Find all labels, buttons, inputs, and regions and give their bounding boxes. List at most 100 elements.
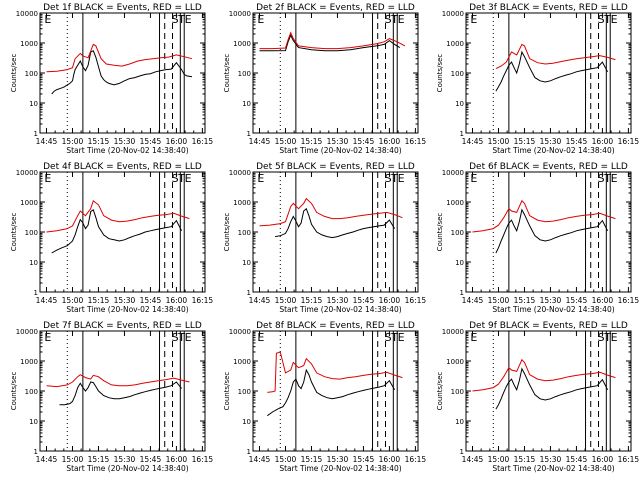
panel-title: Det 9f BLACK = Events, RED = LLD bbox=[469, 321, 628, 331]
x-axis-label: Start Time (20-Nov-02 14:38:40) bbox=[492, 305, 614, 314]
y-tick-label: 10000 bbox=[16, 169, 38, 177]
lld-series-line bbox=[259, 31, 406, 50]
x-tick-label: 15:30 bbox=[327, 296, 349, 305]
phase-marker: E bbox=[611, 13, 618, 26]
y-axis-label: Counts/sec bbox=[436, 54, 444, 93]
x-tick-label: 15:00 bbox=[488, 296, 510, 305]
phase-marker: T bbox=[177, 13, 185, 26]
phase-marker: E bbox=[470, 13, 477, 26]
x-tick-label: 15:00 bbox=[275, 296, 297, 305]
x-tick-label: 16:00 bbox=[166, 137, 188, 146]
y-tick-label: 100 bbox=[25, 229, 38, 237]
phase-marker: E bbox=[185, 172, 192, 185]
lld-series-line bbox=[46, 199, 190, 233]
x-tick-label: 15:15 bbox=[514, 137, 536, 146]
y-tick-label: 10000 bbox=[442, 169, 464, 177]
y-tick-label: 10000 bbox=[442, 10, 464, 18]
phase-marker: E bbox=[398, 172, 405, 185]
x-axis-label: Start Time (20-Nov-02 14:38:40) bbox=[279, 305, 401, 314]
x-tick-label: 15:45 bbox=[353, 455, 375, 464]
y-axis-label: Counts/sec bbox=[10, 54, 18, 93]
y-tick-label: 1 bbox=[247, 289, 251, 297]
x-tick-label: 16:15 bbox=[192, 137, 214, 146]
phase-marker: S bbox=[385, 13, 392, 26]
y-tick-label: 1 bbox=[460, 448, 464, 456]
panel-9: Det 9f BLACK = Events, RED = LLD 1 10 100 10… bbox=[436, 321, 639, 473]
x-tick-label: 15:15 bbox=[88, 296, 110, 305]
y-tick-label: 1000 bbox=[233, 40, 251, 48]
events-series-line bbox=[259, 34, 401, 52]
phase-marker: S bbox=[598, 331, 605, 344]
phase-marker: T bbox=[603, 13, 611, 26]
x-tick-label: 16:00 bbox=[166, 296, 188, 305]
x-tick-label: 14:45 bbox=[249, 137, 271, 146]
phase-marker: E bbox=[44, 13, 51, 26]
phase-marker: T bbox=[390, 331, 398, 344]
lld-series-line bbox=[46, 374, 190, 388]
y-axis-label: Counts/sec bbox=[223, 213, 231, 252]
y-tick-label: 1000 bbox=[20, 199, 38, 207]
y-tick-label: 1000 bbox=[233, 199, 251, 207]
x-axis-label: Start Time (20-Nov-02 14:38:40) bbox=[492, 146, 614, 155]
x-tick-label: 15:00 bbox=[275, 455, 297, 464]
phase-marker: S bbox=[172, 13, 179, 26]
x-tick-label: 15:15 bbox=[514, 455, 536, 464]
y-axis-label: Counts/sec bbox=[10, 372, 18, 411]
y-tick-label: 1000 bbox=[233, 358, 251, 366]
y-tick-label: 1000 bbox=[20, 40, 38, 48]
x-tick-label: 15:30 bbox=[327, 137, 349, 146]
events-series-line bbox=[59, 381, 182, 406]
y-tick-label: 1 bbox=[34, 289, 38, 297]
panel-title: Det 6f BLACK = Events, RED = LLD bbox=[469, 162, 628, 172]
x-tick-label: 15:15 bbox=[301, 296, 323, 305]
panel-title: Det 7f BLACK = Events, RED = LLD bbox=[43, 321, 202, 331]
x-tick-label: 16:00 bbox=[379, 296, 401, 305]
y-tick-label: 100 bbox=[451, 229, 464, 237]
phase-marker: T bbox=[390, 13, 398, 26]
panel-8: Det 8f BLACK = Events, RED = LLD 1 10 100 10… bbox=[223, 321, 426, 473]
x-tick-label: 16:00 bbox=[592, 137, 614, 146]
x-tick-label: 15:45 bbox=[566, 296, 588, 305]
x-tick-label: 14:45 bbox=[36, 455, 58, 464]
phase-marker: E bbox=[611, 331, 618, 344]
events-series-line bbox=[495, 50, 609, 92]
events-series-line bbox=[495, 208, 609, 254]
events-series-line bbox=[267, 368, 396, 417]
y-tick-label: 1 bbox=[460, 289, 464, 297]
events-series-line bbox=[495, 367, 609, 410]
phase-marker: S bbox=[598, 13, 605, 26]
lld-series-line bbox=[259, 197, 403, 227]
x-tick-label: 15:15 bbox=[301, 455, 323, 464]
lld-series-line bbox=[495, 43, 616, 70]
y-axis-label: Counts/sec bbox=[10, 213, 18, 252]
x-tick-label: 16:15 bbox=[192, 296, 214, 305]
lld-series-line bbox=[46, 43, 193, 73]
y-tick-label: 10 bbox=[29, 100, 38, 108]
y-tick-label: 1 bbox=[460, 130, 464, 138]
x-tick-label: 15:45 bbox=[353, 137, 375, 146]
events-series-line bbox=[275, 207, 396, 239]
y-tick-label: 10000 bbox=[229, 328, 251, 336]
y-tick-label: 1 bbox=[247, 448, 251, 456]
y-tick-label: 100 bbox=[238, 388, 251, 396]
x-tick-label: 14:45 bbox=[462, 455, 484, 464]
phase-marker: E bbox=[257, 331, 264, 344]
x-tick-label: 15:45 bbox=[140, 296, 162, 305]
y-tick-label: 100 bbox=[238, 70, 251, 78]
phase-marker: E bbox=[470, 331, 477, 344]
phase-marker: S bbox=[385, 331, 392, 344]
phase-marker: E bbox=[44, 172, 51, 185]
phase-marker: E bbox=[470, 172, 477, 185]
x-tick-label: 15:15 bbox=[88, 455, 110, 464]
y-tick-label: 10 bbox=[455, 259, 464, 267]
y-axis-label: Counts/sec bbox=[436, 372, 444, 411]
x-axis-label: Start Time (20-Nov-02 14:38:40) bbox=[66, 464, 188, 473]
x-tick-label: 16:00 bbox=[379, 455, 401, 464]
x-tick-label: 16:00 bbox=[592, 455, 614, 464]
x-tick-label: 15:00 bbox=[488, 137, 510, 146]
x-axis-label: Start Time (20-Nov-02 14:38:40) bbox=[66, 146, 188, 155]
panel-title: Det 8f BLACK = Events, RED = LLD bbox=[256, 321, 415, 331]
panel-title: Det 4f BLACK = Events, RED = LLD bbox=[43, 162, 202, 172]
y-tick-label: 10000 bbox=[16, 10, 38, 18]
panel-5: Det 5f BLACK = Events, RED = LLD 1 10 100 10… bbox=[223, 162, 426, 314]
